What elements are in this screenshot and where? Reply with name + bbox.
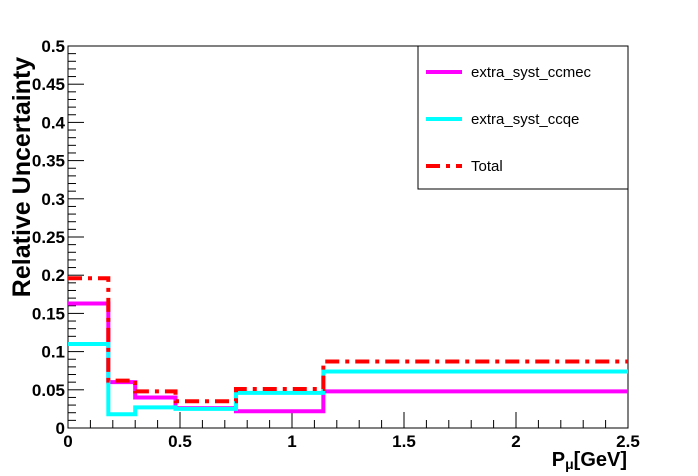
y-tick-label: 0.15 <box>32 304 65 323</box>
x-axis: 0 0.5 1 1.5 2 2.5 <box>63 412 640 451</box>
legend-label-ccmec: extra_syst_ccmec <box>471 64 592 81</box>
x-tick-label: 0 <box>63 432 72 451</box>
x-axis-title-unit: [GeV] <box>574 449 627 471</box>
y-tick-label: 0.1 <box>41 343 65 362</box>
series-line-extra-syst-ccqe <box>68 341 628 417</box>
x-axis-title-sub: μ <box>565 456 574 472</box>
y-tick-label: 0.05 <box>32 381 65 400</box>
y-axis: 0 0.05 0.1 0.15 0.2 0.25 0.3 0.35 0.4 0.45 0.5 <box>32 37 84 438</box>
y-tick-label: 0.4 <box>41 113 65 132</box>
legend-label-ccqe: extra_syst_ccqe <box>471 111 579 128</box>
x-tick-label: 1.5 <box>392 432 416 451</box>
x-tick-label: 0.5 <box>168 432 192 451</box>
x-tick-label: 2 <box>511 432 520 451</box>
legend-label-total: Total <box>471 158 503 175</box>
legend: extra_syst_ccmec extra_syst_ccqe Total <box>417 45 629 190</box>
y-tick-label: 0.3 <box>41 190 65 209</box>
y-tick-label: 0.35 <box>32 152 65 171</box>
y-tick-label: 0.5 <box>41 37 65 56</box>
y-axis-title: Relative Uncertainty <box>8 57 36 297</box>
x-tick-label: 1 <box>287 432 296 451</box>
x-axis-title: Pμ[GeV] <box>552 449 627 472</box>
y-tick-label: 0.2 <box>41 266 65 285</box>
series-line-total <box>68 276 628 404</box>
x-tick-label: 2.5 <box>616 432 640 451</box>
y-tick-label: 0 <box>56 419 65 438</box>
y-tick-label: 0.45 <box>32 75 65 94</box>
x-axis-title-main: P <box>552 449 565 471</box>
series-line-extra-syst-ccmec <box>68 301 628 414</box>
series-layer <box>68 276 628 417</box>
y-tick-label: 0.25 <box>32 228 65 247</box>
